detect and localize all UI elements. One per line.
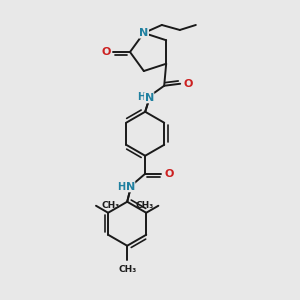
Text: O: O	[164, 169, 174, 179]
Text: N: N	[126, 182, 135, 192]
Text: CH₃: CH₃	[101, 201, 119, 210]
Text: CH₃: CH₃	[118, 265, 136, 274]
Text: CH₃: CH₃	[135, 201, 153, 210]
Text: H: H	[117, 182, 125, 192]
Text: O: O	[101, 47, 111, 57]
Text: N: N	[139, 28, 148, 38]
Text: N: N	[145, 93, 154, 103]
Text: H: H	[137, 92, 145, 102]
Text: O: O	[184, 79, 193, 89]
